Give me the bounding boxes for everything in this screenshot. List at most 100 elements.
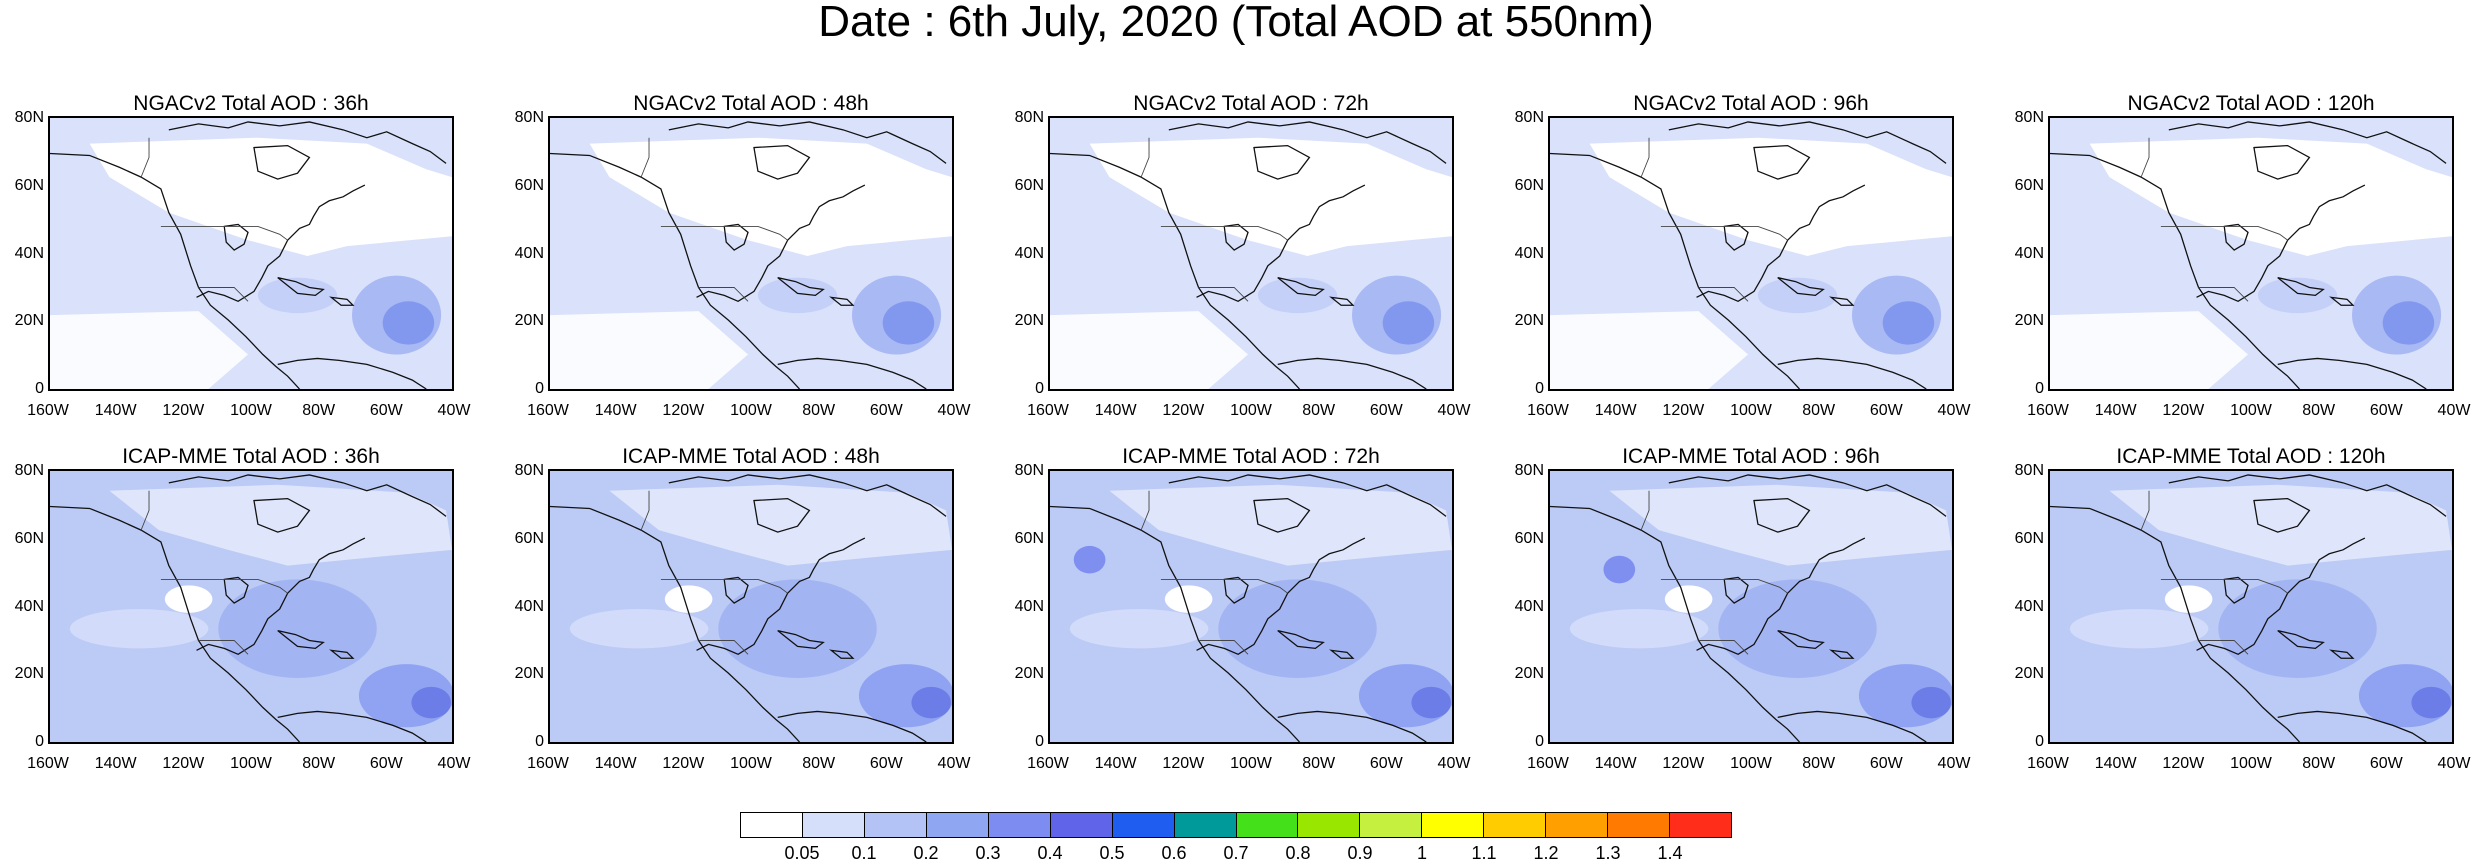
aod-map	[1548, 469, 1954, 744]
lon-tick-label: 40W	[2437, 755, 2471, 772]
lat-tick-label: 80N	[514, 462, 544, 479]
lon-tick-label: 60W	[2369, 755, 2403, 772]
lat-tick-label: 20N	[2014, 665, 2044, 683]
lon-tick-label: 160W	[2027, 402, 2069, 419]
lon-tick-label: 100W	[230, 402, 272, 419]
colorbar-label: 0.2	[913, 843, 939, 863]
lon-tick-label: 100W	[230, 755, 272, 772]
map-panel: ICAP-MME Total AOD : 120h 80N 60N 40N 20N 0 16…	[2000, 445, 2472, 817]
lon-tick-label: 40W	[937, 402, 971, 419]
lat-tick-label: 20N	[1014, 665, 1044, 683]
colorbar-label: 0.9	[1347, 843, 1373, 863]
lat-tick-label: 60N	[2014, 176, 2044, 194]
lon-tick-label: 140W	[1094, 755, 1137, 772]
aod-field	[1550, 471, 1952, 742]
lon-tick-label: 100W	[1230, 402, 1272, 419]
lat-tick-label: 40N	[1014, 597, 1044, 615]
colorbar-label: 0.6	[1161, 843, 1187, 863]
aod-field	[50, 118, 452, 389]
lon-tick-label: 100W	[1730, 755, 1772, 772]
lat-tick-label: 80N	[1014, 462, 1044, 479]
lat-tick-label: 0	[2035, 733, 2044, 750]
country-border	[640, 490, 788, 655]
aod-field	[1550, 118, 1952, 389]
aod-map	[2048, 469, 2454, 744]
lon-tick-label: 80W	[1302, 402, 1336, 419]
lat-tick-label: 0	[2035, 380, 2044, 397]
lon-tick-label: 140W	[594, 755, 637, 772]
colorbar-label: 0.1	[851, 843, 877, 863]
panel-title: NGACv2 Total AOD : 120h	[2127, 92, 2375, 115]
lat-tick-label: 0	[535, 733, 544, 750]
lon-tick-label: 160W	[27, 755, 69, 772]
panel-title: NGACv2 Total AOD : 72h	[1133, 92, 1369, 115]
map-panel: ICAP-MME Total AOD : 36h 80N 60N 40N 20N 0 160…	[0, 445, 500, 817]
coastline	[550, 474, 947, 742]
colorbar-label: 0.8	[1285, 843, 1311, 863]
lat-tick-label: 60N	[1014, 176, 1044, 194]
country-border	[640, 137, 788, 302]
colorbar-swatch	[926, 813, 989, 837]
lat-tick-label: 80N	[2014, 462, 2044, 479]
lon-tick-label: 40W	[437, 755, 471, 772]
colorbar-label: 1	[1416, 843, 1427, 863]
lon-tick-label: 80W	[302, 402, 336, 419]
country-border	[1640, 490, 1788, 655]
lon-tick-label: 60W	[1869, 755, 1903, 772]
lon-tick-label: 40W	[937, 755, 971, 772]
lon-tick-label: 120W	[662, 755, 705, 772]
lon-tick-label: 40W	[2437, 402, 2471, 419]
lon-tick-label: 100W	[1230, 755, 1272, 772]
lon-tick-label: 140W	[94, 402, 137, 419]
lon-tick-label: 60W	[1369, 755, 1403, 772]
country-border	[1140, 490, 1288, 655]
country-border	[2140, 490, 2288, 655]
colorbar	[740, 812, 1732, 838]
lon-tick-label: 80W	[802, 402, 836, 419]
colorbar-label: 1.2	[1533, 843, 1559, 863]
colorbar-swatch	[1670, 813, 1731, 837]
lat-tick-label: 60N	[514, 176, 544, 194]
lon-tick-label: 80W	[1302, 755, 1336, 772]
lat-tick-label: 40N	[514, 597, 544, 615]
lon-tick-label: 100W	[1730, 402, 1772, 419]
lon-tick-label: 120W	[1662, 402, 1705, 419]
lon-tick-label: 100W	[2230, 402, 2272, 419]
map-panel: NGACv2 Total AOD : 96h 80N 60N 40N 20N 0 160W 1…	[1500, 92, 2000, 464]
lon-tick-label: 40W	[437, 402, 471, 419]
colorbar-label: 1.4	[1657, 843, 1683, 863]
coastline	[1550, 121, 1947, 389]
lat-tick-label: 0	[535, 380, 544, 397]
coastline	[1050, 121, 1447, 389]
aod-field	[550, 118, 952, 389]
colorbar-swatch	[1050, 813, 1113, 837]
lon-tick-label: 60W	[1369, 402, 1403, 419]
colorbar-swatch	[1112, 813, 1175, 837]
lon-tick-label: 160W	[527, 755, 569, 772]
lon-tick-label: 60W	[869, 755, 903, 772]
panel-title: NGACv2 Total AOD : 96h	[1633, 92, 1869, 115]
map-panel: NGACv2 Total AOD : 72h 80N 60N 40N 20N 0 160W 1…	[1000, 92, 1500, 464]
coastline	[2050, 121, 2447, 389]
lon-tick-label: 40W	[1437, 402, 1471, 419]
panel-title: ICAP-MME Total AOD : 72h	[1122, 445, 1380, 468]
lon-tick-label: 160W	[2027, 755, 2069, 772]
panel-title: ICAP-MME Total AOD : 36h	[122, 445, 380, 468]
map-panel: NGACv2 Total AOD : 48h 80N 60N 40N 20N 0 160W 1…	[500, 92, 1000, 464]
lat-tick-label: 60N	[514, 529, 544, 547]
colorbar-swatch	[802, 813, 865, 837]
colorbar-swatch	[1298, 813, 1361, 837]
lat-tick-label: 20N	[14, 312, 44, 330]
aod-field	[550, 471, 952, 742]
country-border	[2140, 137, 2288, 302]
lat-tick-label: 20N	[2014, 312, 2044, 330]
lon-tick-label: 140W	[1594, 402, 1637, 419]
aod-map	[48, 116, 454, 391]
lon-tick-label: 120W	[162, 402, 205, 419]
lon-tick-label: 120W	[1162, 755, 1205, 772]
lon-tick-label: 120W	[162, 755, 205, 772]
coastline	[2050, 474, 2447, 742]
lon-tick-label: 140W	[94, 755, 137, 772]
country-border	[140, 490, 288, 655]
lon-tick-label: 140W	[1094, 402, 1137, 419]
